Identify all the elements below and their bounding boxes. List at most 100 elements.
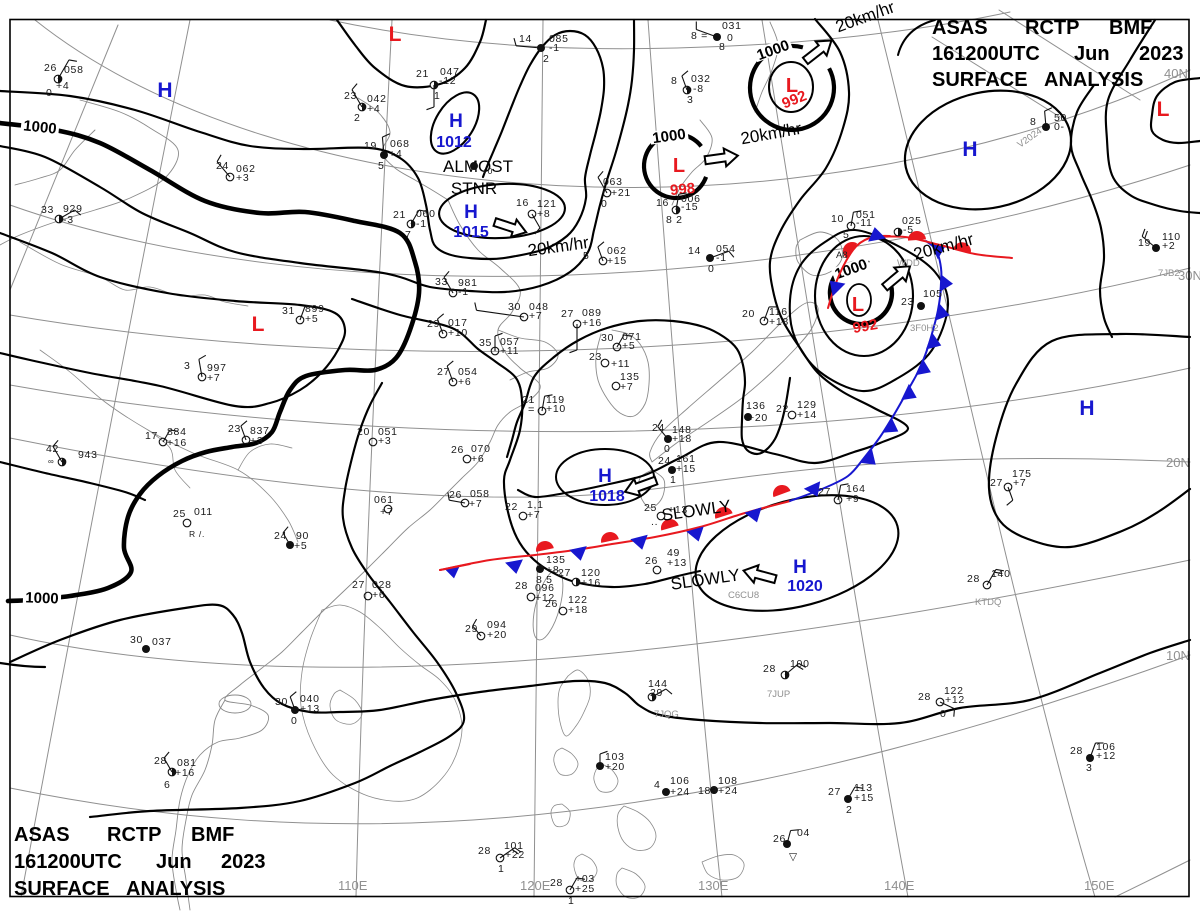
svg-text:1000: 1000 [25,589,59,607]
svg-text:22: 22 [776,403,789,415]
svg-text:1000: 1000 [22,117,57,137]
svg-text:148: 148 [672,424,692,436]
svg-text:35: 35 [479,337,492,349]
svg-text:-5: -5 [903,224,914,236]
svg-text:-8: -8 [693,83,704,95]
svg-text:33: 33 [435,276,448,288]
svg-text:7: 7 [405,229,412,241]
svg-text:6: 6 [164,779,171,791]
svg-text:8 =: 8 = [691,30,708,42]
svg-text:+12: +12 [1096,750,1116,762]
svg-text:17: 17 [145,430,158,442]
svg-text:011: 011 [194,506,213,518]
svg-text:8 5: 8 5 [536,574,553,586]
svg-text:981: 981 [458,277,478,289]
svg-text:29: 29 [650,687,663,699]
svg-text:1: 1 [670,474,677,486]
svg-text:33: 33 [41,204,54,216]
svg-text:+7: +7 [207,372,220,384]
svg-text:R /.: R /. [189,529,205,539]
svg-text:1: 1 [434,90,441,102]
svg-text:+3: +3 [236,172,249,184]
svg-text:+11: +11 [500,345,519,357]
svg-text:+4: +4 [367,103,380,115]
svg-text:+7: +7 [469,498,482,510]
svg-text:+13: +13 [668,504,688,516]
svg-text:+11: +11 [611,358,630,370]
svg-text:164: 164 [846,483,866,495]
svg-text:26: 26 [449,489,462,501]
svg-text:161200UTC: 161200UTC [932,43,1040,65]
svg-text:3: 3 [1086,762,1093,774]
svg-text:+2: +2 [1162,240,1175,252]
svg-text:10: 10 [831,213,844,225]
svg-text:H: H [157,79,172,102]
svg-text:+20: +20 [605,761,625,773]
svg-text:24: 24 [658,455,671,467]
svg-text:071: 071 [622,331,642,343]
svg-text:070: 070 [471,443,491,455]
svg-text:837: 837 [250,425,270,437]
svg-text:+21: +21 [611,187,631,199]
svg-text:26: 26 [545,598,558,610]
svg-text:24: 24 [652,422,665,434]
svg-text:040: 040 [300,693,320,705]
svg-text:28: 28 [967,573,980,585]
svg-text:+7: +7 [380,506,393,518]
svg-text:8: 8 [671,75,678,87]
svg-text:1,1: 1,1 [527,499,544,511]
svg-text:058: 058 [470,488,490,500]
svg-text:096: 096 [535,582,555,594]
svg-text:+20: +20 [748,412,768,424]
svg-text:04: 04 [797,827,810,839]
svg-text:7JB2: 7JB2 [1158,268,1180,279]
svg-text:+15: +15 [854,792,874,804]
svg-text:+6: +6 [471,453,484,465]
svg-text:2: 2 [543,53,550,65]
svg-text:ANALYSIS: ANALYSIS [126,878,225,900]
svg-text:0: 0 [727,32,734,44]
svg-text:H: H [449,111,463,132]
svg-text:ASAS: ASAS [14,824,70,846]
svg-text:063: 063 [603,176,623,188]
svg-text:094: 094 [487,619,507,631]
svg-text:+6: +6 [458,376,471,388]
svg-text:7JQG: 7JQG [654,709,679,720]
svg-text:5: 5 [583,250,590,262]
svg-text:+4: +4 [389,148,402,160]
svg-text:0-: 0- [1054,121,1065,133]
svg-text:ALMOST: ALMOST [443,157,513,176]
svg-text:+16: +16 [582,317,602,329]
svg-text:129: 129 [797,399,817,411]
svg-text:+12: +12 [945,694,965,706]
svg-text:+7: +7 [1013,477,1026,489]
svg-text:20N: 20N [1166,455,1190,470]
svg-text:30: 30 [130,634,143,646]
svg-text:24: 24 [216,160,229,172]
svg-text:057: 057 [500,336,520,348]
svg-text:+16: +16 [167,437,187,449]
svg-text:STNR: STNR [451,179,497,198]
svg-text:929: 929 [63,203,83,215]
svg-text:-3: -3 [63,214,74,226]
svg-text:-15: -15 [681,201,698,213]
svg-text:26: 26 [44,62,57,74]
svg-text:16: 16 [516,197,529,209]
svg-text:175: 175 [1012,468,1032,480]
svg-text:0: 0 [601,198,608,210]
svg-text:RCTP: RCTP [107,824,161,846]
svg-text:122: 122 [568,594,588,606]
svg-text:1020: 1020 [787,578,823,595]
svg-text:..: .. [651,516,658,528]
svg-text:0: 0 [664,443,671,455]
svg-text:+15: +15 [607,255,627,267]
svg-text:27: 27 [561,308,574,320]
svg-text:089: 089 [582,307,602,319]
svg-text:085: 085 [549,33,569,45]
svg-text:100: 100 [790,658,810,670]
svg-text:L: L [1157,98,1170,121]
svg-text:135: 135 [546,554,566,566]
svg-text:H: H [962,138,977,161]
svg-text:40N: 40N [1164,66,1188,81]
svg-text:+18: +18 [568,604,588,616]
